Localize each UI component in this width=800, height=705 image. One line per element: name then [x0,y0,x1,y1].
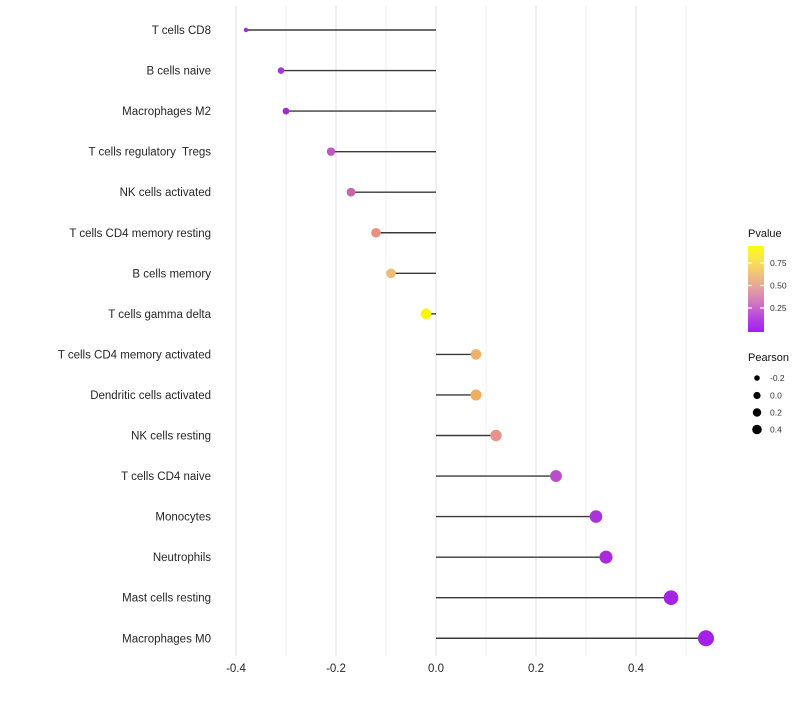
legend-pvalue-title: Pvalue [748,228,782,240]
data-point [698,630,714,647]
x-axis-label: -0.4 [226,663,246,675]
data-point [589,510,603,523]
y-axis-label: Macrophages M0 [122,633,211,645]
colorbar-tick-label: 0.75 [770,258,787,268]
legend-size-dot [752,408,762,417]
y-axis-label: T cells CD4 memory activated [58,349,211,361]
data-point [550,470,562,482]
legend-size-label: 0.0 [770,391,782,401]
y-axis-label: T cells regulatory Tregs [88,147,211,159]
data-point [326,147,336,156]
legend-size-label: 0.2 [770,408,782,418]
legend-colorbar [748,246,764,332]
data-point [599,550,613,564]
data-point [386,268,396,279]
x-axis-label: 0.2 [528,663,544,675]
colorbar-tick-label: 0.25 [770,303,787,313]
legend-size-label: -0.2 [770,373,785,383]
data-point [282,107,290,115]
x-axis-label: 0.4 [628,663,645,675]
y-axis-label: T cells CD8 [152,25,211,37]
data-point [663,590,679,605]
y-axis-label: T cells CD4 memory resting [69,228,211,240]
legend-size-dot [754,375,760,381]
data-point [490,429,502,442]
legend-size-dot [752,424,762,435]
data-point [243,27,249,33]
y-axis-label: NK cells resting [131,431,211,443]
data-point [277,67,285,74]
y-axis-label: Monocytes [155,512,211,524]
y-axis-label: Mast cells resting [122,593,211,605]
x-axis-label: -0.2 [326,663,346,675]
y-axis-label: Neutrophils [153,552,211,564]
x-axis-label: 0.0 [428,663,444,675]
data-point [470,349,482,360]
y-axis-label: B cells memory [132,268,211,280]
legend-pearson-title: Pearson [748,352,789,364]
y-axis-label: Macrophages M2 [122,106,211,118]
data-point [371,227,381,238]
y-axis-label: NK cells activated [120,187,211,199]
data-point [346,187,356,197]
legend-size-label: 0.4 [770,425,782,435]
y-axis-label: T cells gamma delta [108,309,211,321]
y-axis-label: T cells CD4 naive [121,471,211,483]
y-axis-label: Dendritic cells activated [90,390,211,402]
data-point [420,308,432,320]
colorbar-tick-label: 0.50 [770,281,787,291]
y-axis-label: B cells naive [146,66,211,78]
data-point [470,389,482,401]
legend-size-dot [753,391,761,400]
